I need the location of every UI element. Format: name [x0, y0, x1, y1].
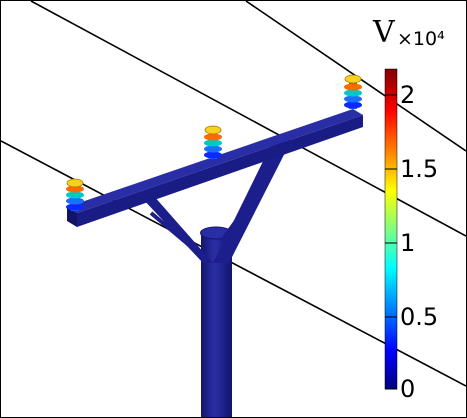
- brace-left-cross: [149, 211, 198, 253]
- insulator-left: [66, 178, 84, 211]
- crossarm-front: [77, 115, 363, 227]
- colorbar-scale: ×10⁴: [397, 28, 445, 50]
- colorbar-label-1: 1: [400, 229, 416, 257]
- colorbar-label-2: 2: [400, 81, 416, 109]
- colorbar-unit: V: [373, 15, 395, 50]
- crossarm-end: [67, 207, 77, 227]
- pole-shaft: [201, 233, 232, 417]
- brace-right-cross: [219, 182, 265, 242]
- brace-left: [141, 195, 213, 263]
- colorbar-label-0: 0: [400, 375, 416, 403]
- brace-right: [213, 141, 291, 263]
- colorbar-label-0.5: 0.5: [400, 303, 439, 331]
- insulator-center: [204, 125, 222, 159]
- colorbar-label-1.5: 1.5: [400, 155, 439, 183]
- colorbar: [384, 68, 398, 390]
- crossarm-top: [67, 109, 363, 213]
- insulator-right: [344, 74, 362, 109]
